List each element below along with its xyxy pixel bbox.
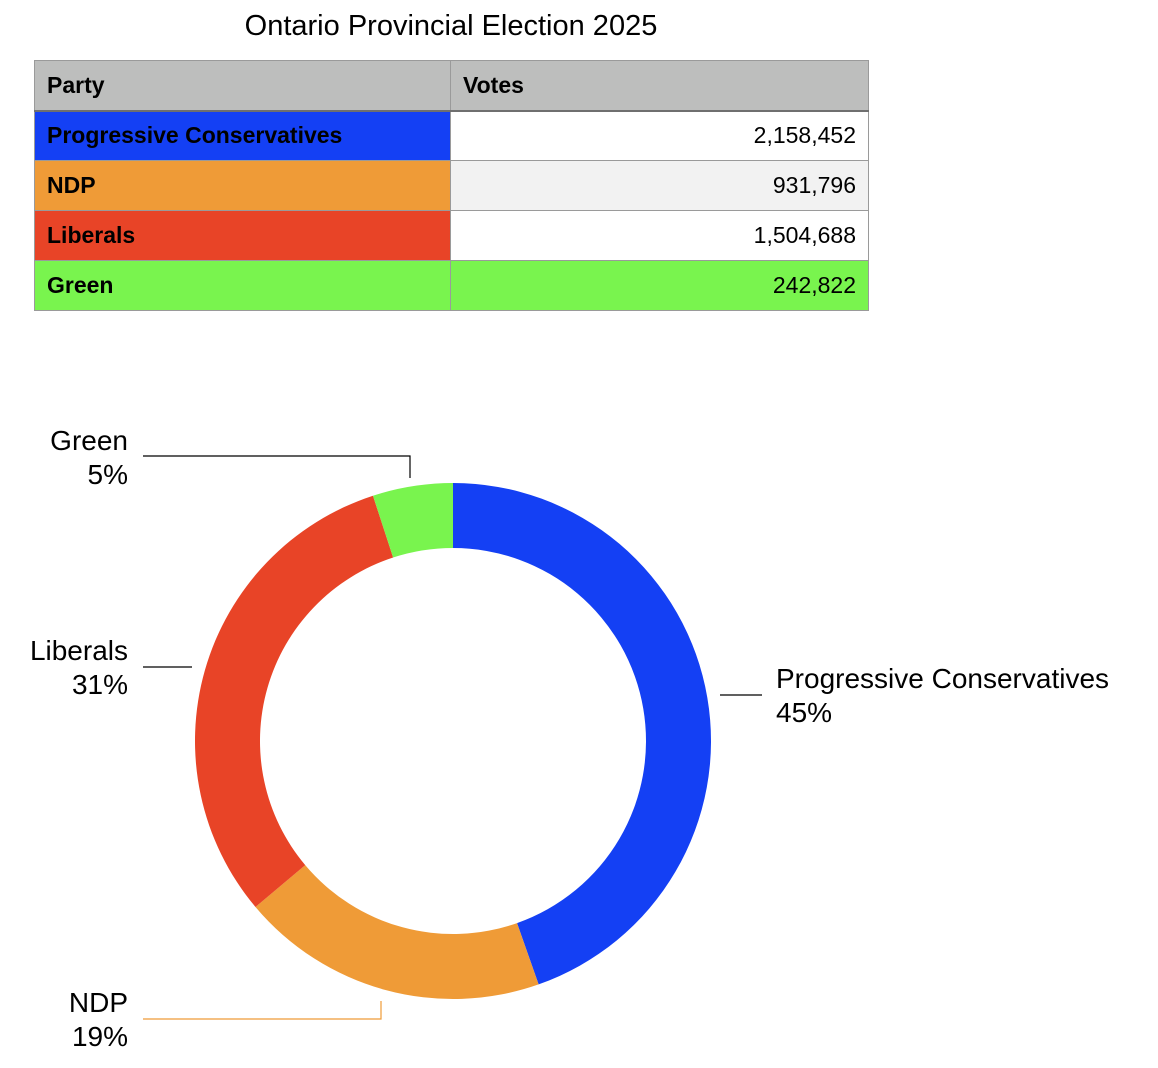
table-row: Liberals 1,504,688: [34, 210, 869, 261]
chart-title: Ontario Provincial Election 2025: [244, 10, 658, 42]
column-header-votes: Votes: [450, 60, 869, 112]
leader-line-green: [143, 455, 411, 478]
slice-label-progressive-conservatives: Progressive Conservatives 45%: [776, 662, 1109, 730]
slice-label-name: Liberals: [29, 635, 128, 666]
party-cell: NDP: [34, 160, 451, 211]
slice-label-name: NDP: [68, 987, 128, 1018]
party-cell: Green: [34, 260, 451, 311]
party-cell: Progressive Conservatives: [34, 110, 451, 161]
slice-label-percent: 31%: [71, 669, 128, 700]
column-header-party: Party: [34, 60, 451, 112]
table-header-row: Party Votes: [34, 60, 869, 112]
slice-label-liberals: Liberals 31%: [30, 634, 128, 702]
slice-label-name: Progressive Conservatives: [776, 663, 1110, 694]
table-row: Green 242,822: [34, 260, 869, 311]
votes-cell: 242,822: [450, 260, 869, 311]
slice-label-percent: 45%: [776, 697, 833, 728]
slice-label-percent: 19%: [71, 1021, 128, 1052]
party-cell: Liberals: [34, 210, 451, 261]
slice-label-green: Green 5%: [50, 424, 128, 492]
slice-label-ndp: NDP 19%: [69, 986, 128, 1054]
donut-slice-green: [372, 483, 453, 558]
leader-line-ndp: [143, 1001, 382, 1020]
donut-slice-ndp: [255, 865, 539, 999]
donut-slice-progressive-conservatives: [453, 483, 711, 985]
table-row: NDP 931,796: [34, 160, 869, 211]
donut-slice-liberals: [195, 495, 394, 907]
votes-cell: 1,504,688: [450, 210, 869, 261]
votes-table: Party Votes Progressive Conservatives 2,…: [34, 60, 869, 311]
votes-cell: 931,796: [450, 160, 869, 211]
slice-label-name: Green: [50, 425, 128, 456]
slice-label-percent: 5%: [87, 459, 128, 490]
